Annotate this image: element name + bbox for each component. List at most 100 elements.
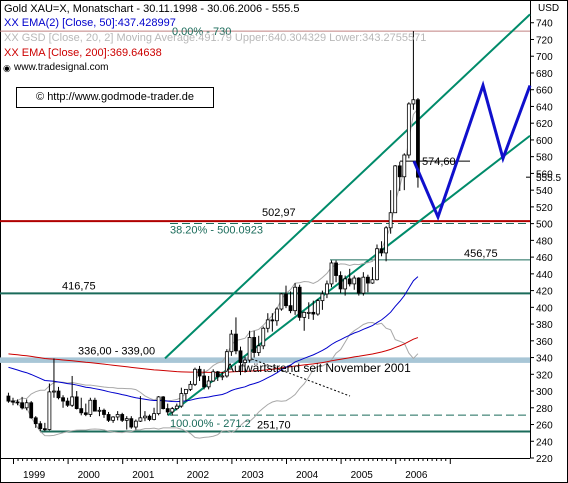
candle-body	[38, 423, 43, 430]
support-band-336-339	[0, 357, 530, 363]
candle-body	[24, 402, 29, 409]
y-tick-label: 260	[536, 421, 553, 432]
annotation-label: 416,75	[62, 280, 96, 292]
globe-icon: ◉	[3, 63, 11, 73]
y-tick-label: 380	[536, 320, 553, 331]
y-tick-label: 580	[536, 153, 553, 164]
candle-body	[220, 375, 225, 378]
bollinger-lower	[8, 322, 419, 439]
candle-body	[334, 262, 338, 276]
y-tick-label: 340	[536, 354, 553, 365]
candle-body	[138, 417, 143, 422]
y-tick-label: 560	[536, 169, 553, 180]
candle-body	[397, 165, 402, 178]
candle-body	[252, 337, 257, 353]
candle-body	[33, 417, 38, 425]
candle-body	[6, 395, 11, 402]
candle-body	[115, 414, 120, 418]
candle-body	[297, 286, 302, 318]
candle-body	[338, 275, 343, 290]
candle-body	[315, 300, 320, 315]
candle-body	[370, 279, 375, 284]
y-tick-label: 680	[536, 69, 553, 80]
candle-body	[52, 390, 56, 393]
y-tick-label: 280	[536, 404, 553, 415]
candle-body	[416, 99, 420, 178]
y-tick-label: 540	[536, 186, 553, 197]
y-tick-label: 740	[536, 19, 553, 30]
candle-body	[402, 154, 407, 178]
candle-body	[411, 99, 416, 105]
y-tick-label: 500	[536, 220, 553, 231]
y-tick-label: 660	[536, 86, 553, 97]
candle-body	[197, 368, 202, 377]
ema50-legend: XX EMA(2) [Close, 50]:437.428997	[4, 17, 176, 29]
candle-body	[375, 248, 379, 281]
candle-body	[211, 371, 216, 382]
channel-upper-line	[164, 13, 531, 360]
candle-body	[229, 333, 234, 353]
annotation-label: Aufwärtstrend seit November 2001	[226, 361, 411, 375]
x-tick-label: 2001	[132, 470, 155, 481]
x-tick-label: 2005	[351, 470, 374, 481]
candle-body	[29, 402, 34, 419]
ema200-legend: XX EMA [Close, 200]:369.64638	[4, 47, 162, 59]
annotation-label: 502,97	[262, 207, 296, 219]
candle-body	[188, 383, 193, 390]
candle-body	[379, 248, 384, 254]
y-tick-label: 600	[536, 136, 553, 147]
candle-body	[361, 276, 366, 294]
candle-body	[174, 405, 179, 410]
candle-body	[256, 345, 261, 353]
candle-body	[74, 396, 79, 410]
candle-body	[47, 391, 52, 430]
annotation-label: 100.00% - 271.2	[170, 418, 251, 430]
candle-body	[183, 388, 188, 394]
candle-body	[79, 408, 84, 414]
candle-body	[384, 227, 389, 254]
y-tick-label: 320	[536, 370, 553, 381]
candle-body	[365, 276, 370, 284]
candle-body	[179, 393, 184, 407]
watermark-box: © http://www.godmode-trader.de	[16, 87, 214, 108]
candle-body	[215, 371, 220, 378]
candle-body	[61, 397, 65, 402]
x-tick-label: 2004	[296, 470, 319, 481]
candle-body	[106, 414, 111, 421]
y-tick-label: 720	[536, 35, 553, 46]
candle-body	[347, 278, 352, 285]
bollinger-legend: XX GSD [Close, 20, 2] Moving Average:491…	[4, 32, 427, 44]
candle-body	[247, 337, 252, 361]
candle-body	[15, 401, 20, 404]
candle-body	[129, 418, 134, 428]
candle-body	[306, 311, 311, 314]
candle-body	[56, 390, 61, 399]
candle-body	[311, 311, 316, 315]
annotation-label: 38.20% - 500.0923	[170, 225, 263, 237]
candle-body	[293, 286, 298, 312]
candle-body	[97, 409, 102, 412]
candle-body	[124, 418, 129, 421]
candle-body	[83, 412, 88, 415]
y-tick-label: 700	[536, 52, 553, 63]
y-tick-label: 360	[536, 337, 553, 348]
annotation-label: 456,75	[464, 248, 498, 260]
candle-body	[388, 212, 393, 229]
candle-body	[133, 420, 138, 428]
candle-body	[261, 327, 266, 347]
ema50-line	[8, 276, 419, 403]
candle-body	[11, 400, 15, 403]
y-tick-label: 300	[536, 387, 553, 398]
candle-body	[120, 414, 125, 421]
candle-body	[147, 415, 152, 420]
candle-body	[42, 428, 47, 431]
candle-body	[20, 402, 25, 409]
y-tick-label: 640	[536, 102, 553, 113]
candle-body	[320, 293, 325, 302]
candle-body	[224, 351, 229, 377]
annotation-label: 0.00% - 730	[172, 26, 231, 38]
y-tick-label: 480	[536, 236, 553, 247]
candle-body	[265, 319, 270, 329]
candle-body	[270, 319, 275, 322]
